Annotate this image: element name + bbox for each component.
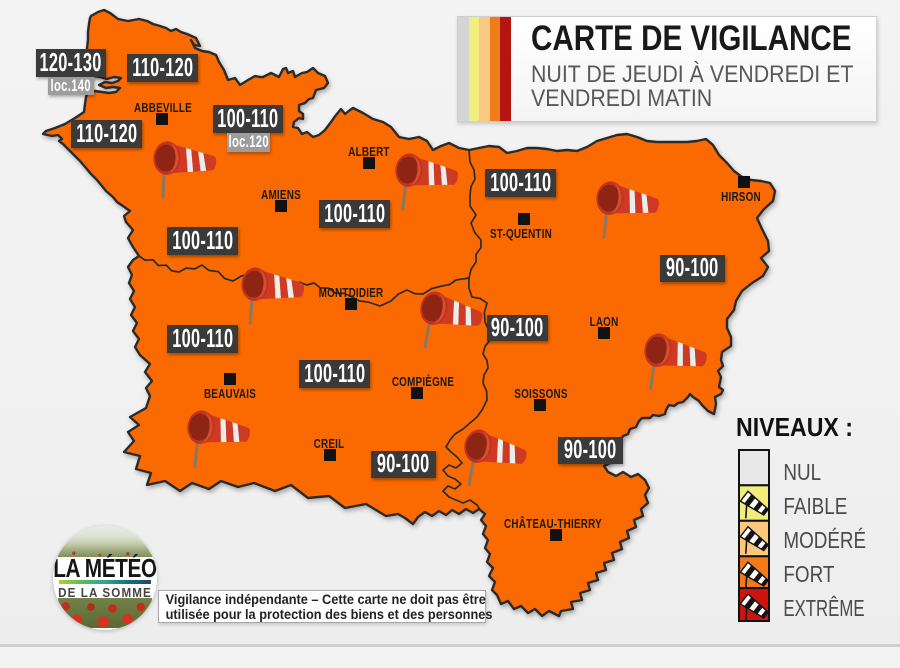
svg-text:ABBEVILLE: ABBEVILLE (134, 102, 192, 116)
svg-text:EXTRÊME: EXTRÊME (783, 595, 864, 621)
svg-text:LAON: LAON (590, 316, 619, 330)
svg-text:HIRSON: HIRSON (721, 191, 761, 205)
svg-text:MONTDIDIER: MONTDIDIER (319, 287, 384, 301)
svg-text:FORT: FORT (783, 562, 834, 587)
svg-text:ST-QUENTIN: ST-QUENTIN (490, 228, 552, 242)
svg-text:MODÉRÉ: MODÉRÉ (783, 528, 866, 553)
svg-text:COMPIÈGNE: COMPIÈGNE (392, 375, 454, 390)
svg-text:CHÂTEAU-THIERRY: CHÂTEAU-THIERRY (504, 517, 602, 532)
svg-text:NUL: NUL (783, 460, 821, 485)
svg-text:FAIBLE: FAIBLE (783, 494, 847, 519)
svg-text:BEAUVAIS: BEAUVAIS (204, 388, 256, 402)
svg-text:AMIENS: AMIENS (261, 189, 301, 203)
svg-text:CREIL: CREIL (314, 438, 345, 452)
svg-text:SOISSONS: SOISSONS (514, 388, 567, 402)
svg-text:ALBERT: ALBERT (348, 146, 389, 160)
